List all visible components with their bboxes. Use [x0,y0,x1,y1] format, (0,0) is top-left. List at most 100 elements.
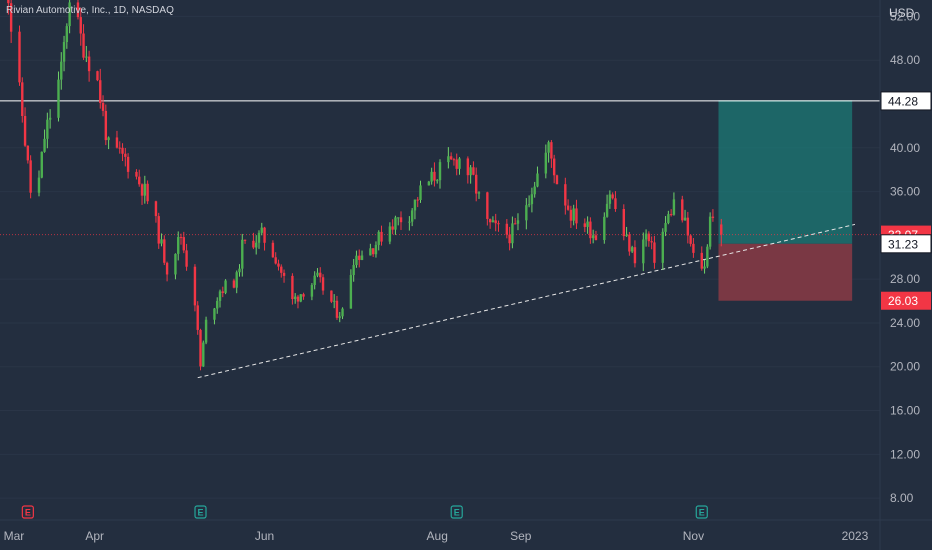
drawings[interactable] [0,100,880,379]
candle-body-up [533,186,536,195]
price-tick-label: 24.00 [890,316,920,330]
candle-body-up [516,220,520,224]
candle-body-up [204,319,208,343]
candle-body-down [449,156,453,160]
candle-body-down [488,218,492,223]
candle-body-down [472,167,475,175]
long-position-tool[interactable] [718,100,853,301]
candle-body-down [23,116,27,146]
price-tick-label: 48.00 [890,53,920,67]
candle-body-down [653,242,656,263]
candle-body-down [101,102,105,111]
candle-body-down [76,2,80,18]
candle-body-up [316,272,319,276]
candle-body-up [706,246,709,267]
earnings-marker[interactable]: E [695,505,708,519]
price-label-box [880,91,932,111]
candle-body-down [319,272,322,278]
candle-body-up [360,255,364,260]
candle-body-down [633,247,637,264]
candle-body-up [224,280,227,293]
earnings-marker[interactable]: E [21,505,34,519]
candle-body-up [469,167,472,176]
candle-body-up [218,291,222,301]
candle-body-up [525,205,528,221]
earnings-marker-box [21,505,34,519]
candle-body-up [544,152,548,174]
candle-body-up [369,248,372,256]
candle-body-up [427,181,431,186]
candle-body-down [7,0,10,4]
candle-body-up [255,242,258,248]
candle-body-up [48,117,52,120]
candle-body-down [146,183,149,202]
candle-body-up [241,239,244,269]
candle-body-up [40,151,43,178]
candle-body-down [452,159,456,161]
candle-body-down [433,171,436,181]
candle-body-down [589,221,592,239]
earnings-marker-box [695,505,708,519]
candle-body-up [477,192,481,194]
candle-body-up [352,265,355,276]
candle-body-down [614,198,617,210]
candle-body-up [355,255,358,266]
candle-body-down [115,137,119,148]
candle-body-down [330,290,333,302]
candle-body-up [388,226,392,242]
candle-body-down [689,235,692,244]
candle-body-up [238,268,241,273]
target-zone [718,100,853,244]
candle-body-down [416,199,419,201]
candle-body-up [60,61,63,80]
candle-body-up [107,137,110,141]
candle-body-up [458,158,461,169]
candle-body-down [466,158,470,176]
candle-body-up [349,275,353,309]
candle-body-up [216,300,219,309]
candle-body-down [686,217,690,236]
earnings-marker-label: E [699,508,705,518]
candle-body-down [692,243,695,253]
candle-body-down [497,223,500,225]
candle-body-up [313,275,316,286]
candle-body-down [391,226,394,230]
candle-body-down [282,272,286,276]
candle-body-up [65,26,69,43]
candle-body-down [135,171,138,177]
candle-body-down [566,205,570,210]
time-tick-label: Jun [255,529,274,543]
price-tick-label: 8.00 [890,491,914,505]
candle-body-down [79,17,82,34]
candle-body-up [213,308,216,320]
price-label-text: 44.28 [888,94,918,108]
trendline [197,223,856,379]
candle-body-up [413,199,417,211]
candle-body-up [644,233,648,240]
candle-body-down [138,176,141,185]
candle-body-down [669,214,673,216]
time-tick-label: Sep [510,529,532,543]
candle-body-up [527,204,531,206]
candle-body-down [508,234,511,244]
candle-body-down [583,223,587,227]
time-axis[interactable]: Mar Apr Jun Aug Sep Nov 2023 [0,519,932,543]
candle-body-up [672,199,676,215]
earnings-marker-box [194,505,207,519]
earnings-marker[interactable]: E [194,505,207,519]
candle-body-down [628,234,631,252]
candle-body-down [96,71,99,81]
price-tick-label: 12.00 [890,447,920,461]
candle-body-down [455,159,458,169]
earnings-marker[interactable]: E [450,505,463,519]
candle-body-up [68,2,71,27]
candle-body-up [491,220,495,223]
candle-body-up [310,285,314,297]
candle-body-up [511,223,514,244]
candle-body-down [157,216,160,244]
candle-body-down [163,239,166,263]
candle-body-down [681,199,684,221]
